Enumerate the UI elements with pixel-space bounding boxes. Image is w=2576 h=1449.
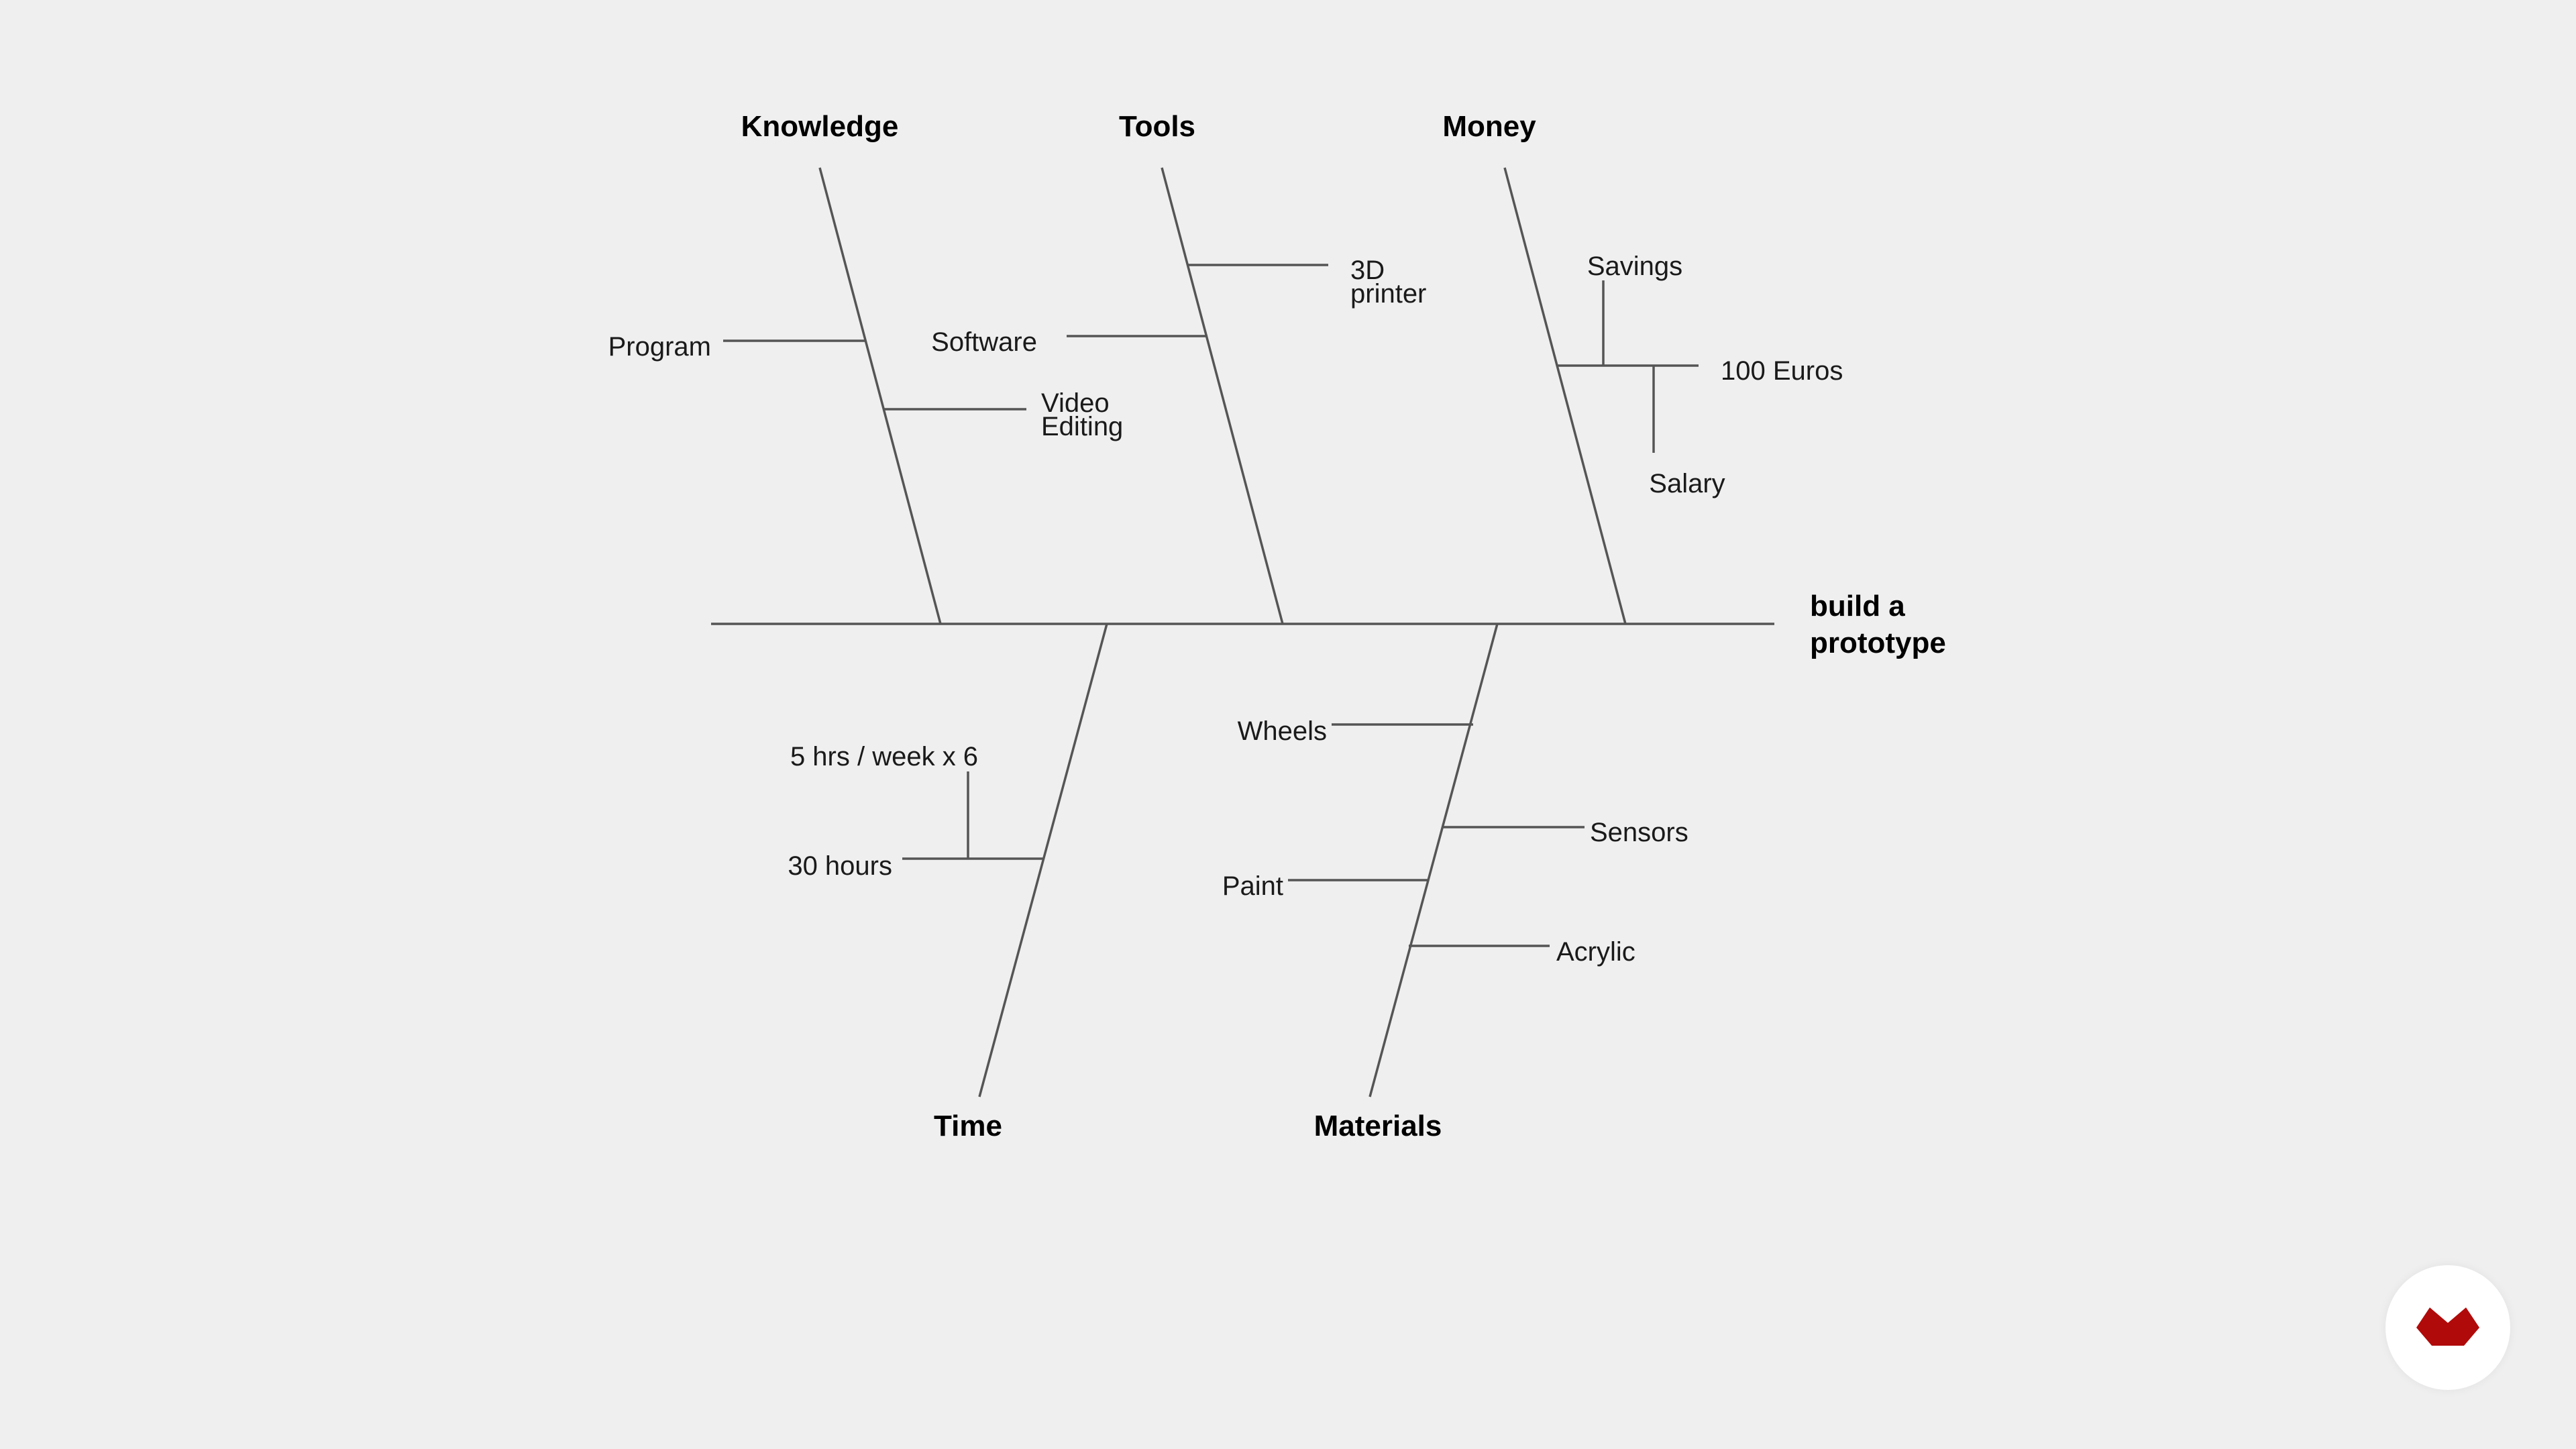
category-knowledge: Knowledge [741,110,899,143]
effect-label-line2: prototype [1810,627,1946,659]
category-tools: Tools [1119,110,1195,143]
cause-software: Software [931,327,1037,357]
cause-100-euros: 100 Euros [1721,356,1843,386]
cause-3d-printer-line2: printer [1350,279,1426,309]
money-bone [1503,167,1627,625]
brand-logo [2385,1265,2510,1390]
tools-bone [1161,167,1284,625]
brand-logo-mark [2416,1307,2479,1346]
cause-sensors: Sensors [1590,818,1688,847]
cause-acrylic: Acrylic [1556,937,1635,967]
cause-paint: Paint [1222,871,1283,901]
time-bone [978,623,1108,1097]
cause-hours-total: 30 hours [788,851,892,881]
materials-bone [1368,623,1499,1097]
cause-savings: Savings [1587,252,1682,281]
category-time: Time [934,1110,1002,1142]
cause-hours-week: 5 hrs / week x 6 [790,742,978,771]
cause-salary: Salary [1649,469,1725,498]
category-money: Money [1442,110,1536,143]
effect-label-line1: build a [1810,590,1905,623]
category-materials: Materials [1314,1110,1442,1142]
cause-3d-printer-line1: 3D [1350,256,1385,285]
knowledge-bone [818,167,942,625]
cause-wheels: Wheels [1238,716,1327,746]
cause-video-editing-line2: Editing [1041,412,1123,441]
cause-video-editing-line1: Video [1041,388,1110,418]
brand-logo-icon [2416,1307,2479,1346]
cause-program: Program [608,332,711,362]
